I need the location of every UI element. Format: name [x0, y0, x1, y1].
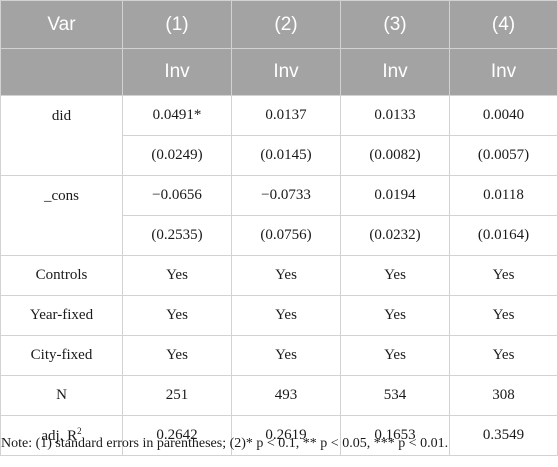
header-empty — [0, 48, 123, 96]
row-cons-se: (0.2535) (0.0756) (0.0232) (0.0164) — [1, 215, 558, 256]
cell-cons-se-1: (0.2535) — [122, 215, 232, 256]
cell-did-coef-2: 0.0137 — [231, 95, 341, 136]
cell-controls-1: Yes — [122, 255, 232, 296]
cell-did-coef-1: 0.0491* — [122, 95, 232, 136]
header-col-2: (2) — [231, 0, 341, 49]
cell-did-coef-4: 0.0040 — [449, 95, 558, 136]
regression-table: Var (1) (2) (3) (4) Inv Inv Inv Inv did … — [0, 0, 558, 456]
row-label-city-fixed: City-fixed — [0, 335, 123, 376]
depvar-2: Inv — [231, 48, 341, 96]
cell-n-1: 251 — [122, 375, 232, 416]
cell-n-2: 493 — [231, 375, 341, 416]
row-label-controls: Controls — [0, 255, 123, 296]
cell-year-fixed-1: Yes — [122, 295, 232, 336]
cell-n-3: 534 — [340, 375, 450, 416]
cell-did-se-4: (0.0057) — [449, 135, 558, 176]
cell-city-fixed-3: Yes — [340, 335, 450, 376]
cell-city-fixed-1: Yes — [122, 335, 232, 376]
header-col-3: (3) — [340, 0, 450, 49]
header-row-depvar: Inv Inv Inv Inv — [0, 48, 558, 96]
cell-cons-coef-3: 0.0194 — [340, 175, 450, 216]
header-col-4: (4) — [449, 0, 558, 49]
row-label-cons: _cons — [0, 175, 123, 256]
cell-city-fixed-2: Yes — [231, 335, 341, 376]
cell-adj-r2-2: 0.2619 — [231, 415, 341, 456]
cell-cons-se-2: (0.0756) — [231, 215, 341, 256]
row-controls: Controls Yes Yes Yes Yes — [0, 255, 558, 296]
cell-did-se-1: (0.0249) — [122, 135, 232, 176]
cell-year-fixed-3: Yes — [340, 295, 450, 336]
row-city-fixed: City-fixed Yes Yes Yes Yes — [0, 335, 558, 376]
row-did-coef: did 0.0491* 0.0137 0.0133 0.0040 — [0, 95, 558, 176]
depvar-3: Inv — [340, 48, 450, 96]
cell-adj-r2-3: 0.1653 — [340, 415, 450, 456]
cell-cons-coef-4: 0.0118 — [449, 175, 558, 216]
row-label-adj-r2: adj. R2 — [0, 415, 123, 456]
row-n: N 251 493 534 308 — [0, 375, 558, 416]
header-var: Var — [0, 0, 123, 49]
adj-r2-label-text: adj. R — [41, 428, 78, 444]
cell-adj-r2-1: 0.2642 — [122, 415, 232, 456]
cell-city-fixed-4: Yes — [449, 335, 558, 376]
cell-year-fixed-2: Yes — [231, 295, 341, 336]
cell-controls-4: Yes — [449, 255, 558, 296]
row-adj-r2: adj. R2 0.2642 0.2619 0.1653 0.3549 — [0, 415, 558, 456]
cell-controls-2: Yes — [231, 255, 341, 296]
cell-cons-coef-2: −0.0733 — [231, 175, 341, 216]
depvar-4: Inv — [449, 48, 558, 96]
row-did-se: (0.0249) (0.0145) (0.0082) (0.0057) — [1, 135, 558, 176]
table-note: Note: (1) standard errors in parentheses… — [1, 436, 449, 451]
cell-did-se-3: (0.0082) — [340, 135, 450, 176]
cell-cons-se-3: (0.0232) — [340, 215, 450, 256]
cell-n-4: 308 — [449, 375, 558, 416]
cell-adj-r2-4: 0.3549 — [449, 415, 558, 456]
row-label-n: N — [0, 375, 123, 416]
cell-did-coef-3: 0.0133 — [340, 95, 450, 136]
header-row-columns: Var (1) (2) (3) (4) — [0, 0, 558, 49]
cell-controls-3: Yes — [340, 255, 450, 296]
depvar-1: Inv — [122, 48, 232, 96]
cell-cons-coef-1: −0.0656 — [122, 175, 232, 216]
row-cons-coef: _cons −0.0656 −0.0733 0.0194 0.0118 — [0, 175, 558, 256]
header-col-1: (1) — [122, 0, 232, 49]
cell-did-se-2: (0.0145) — [231, 135, 341, 176]
row-label-did: did — [0, 95, 123, 176]
adj-r2-label-sup: 2 — [77, 426, 82, 436]
row-year-fixed: Year-fixed Yes Yes Yes Yes — [0, 295, 558, 336]
cell-year-fixed-4: Yes — [449, 295, 558, 336]
cell-cons-se-4: (0.0164) — [449, 215, 558, 256]
row-label-year-fixed: Year-fixed — [0, 295, 123, 336]
